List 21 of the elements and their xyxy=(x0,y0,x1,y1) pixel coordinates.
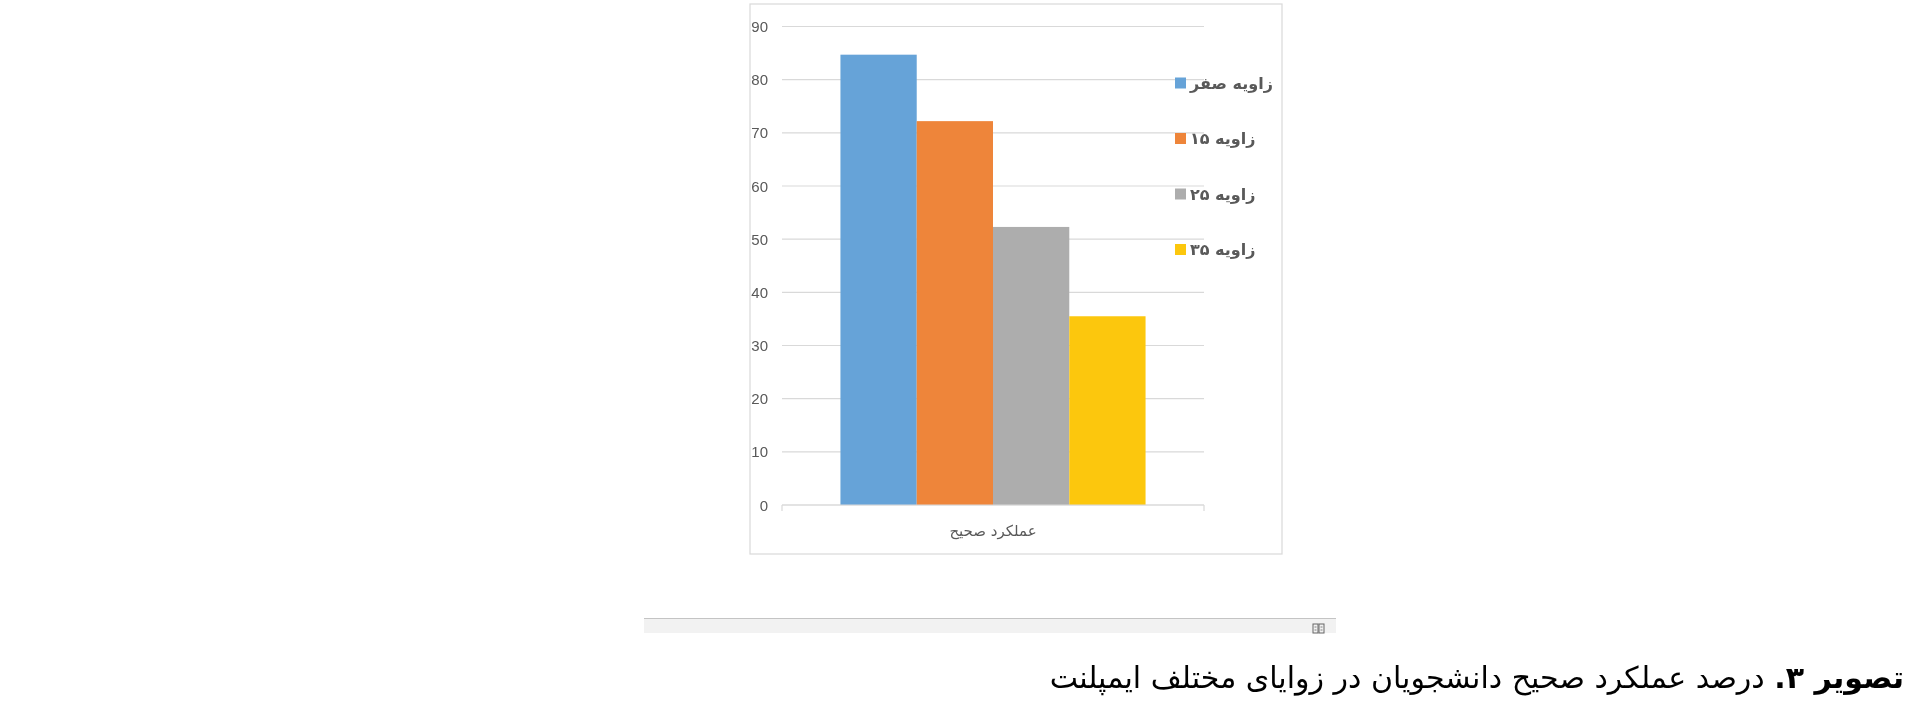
bar xyxy=(993,226,1070,505)
legend-label: زاویه ۲۵ xyxy=(1190,184,1256,204)
x-tick-label: عملکرد صحیح xyxy=(949,522,1037,540)
text: درصد عملکرد صحیح دانشجویان در زوایای مختلف ایمپلنت xyxy=(1049,660,1775,696)
y-tick-label: 0 xyxy=(759,496,768,514)
legend-label: زاویه صفر xyxy=(1189,73,1273,93)
y-tick-label: 60 xyxy=(751,177,768,195)
y-tick-label: 30 xyxy=(751,337,768,354)
y-tick-label: 80 xyxy=(751,71,768,89)
bar xyxy=(840,54,917,505)
y-tick-label: 70 xyxy=(751,124,768,142)
y-tick-label: 50 xyxy=(751,230,768,248)
y-tick-label: 40 xyxy=(751,283,768,301)
y-tick-label: 10 xyxy=(751,443,768,461)
y-tick-label: 90 xyxy=(751,18,768,35)
y-tick-label: 20 xyxy=(751,390,768,408)
text: تصویر ۳. xyxy=(1774,660,1904,695)
legend-label: زاویه ۳۵ xyxy=(1190,240,1256,259)
bar xyxy=(916,121,993,505)
legend-label: زاویه ۱۵ xyxy=(1190,129,1256,148)
bar xyxy=(1069,316,1146,505)
